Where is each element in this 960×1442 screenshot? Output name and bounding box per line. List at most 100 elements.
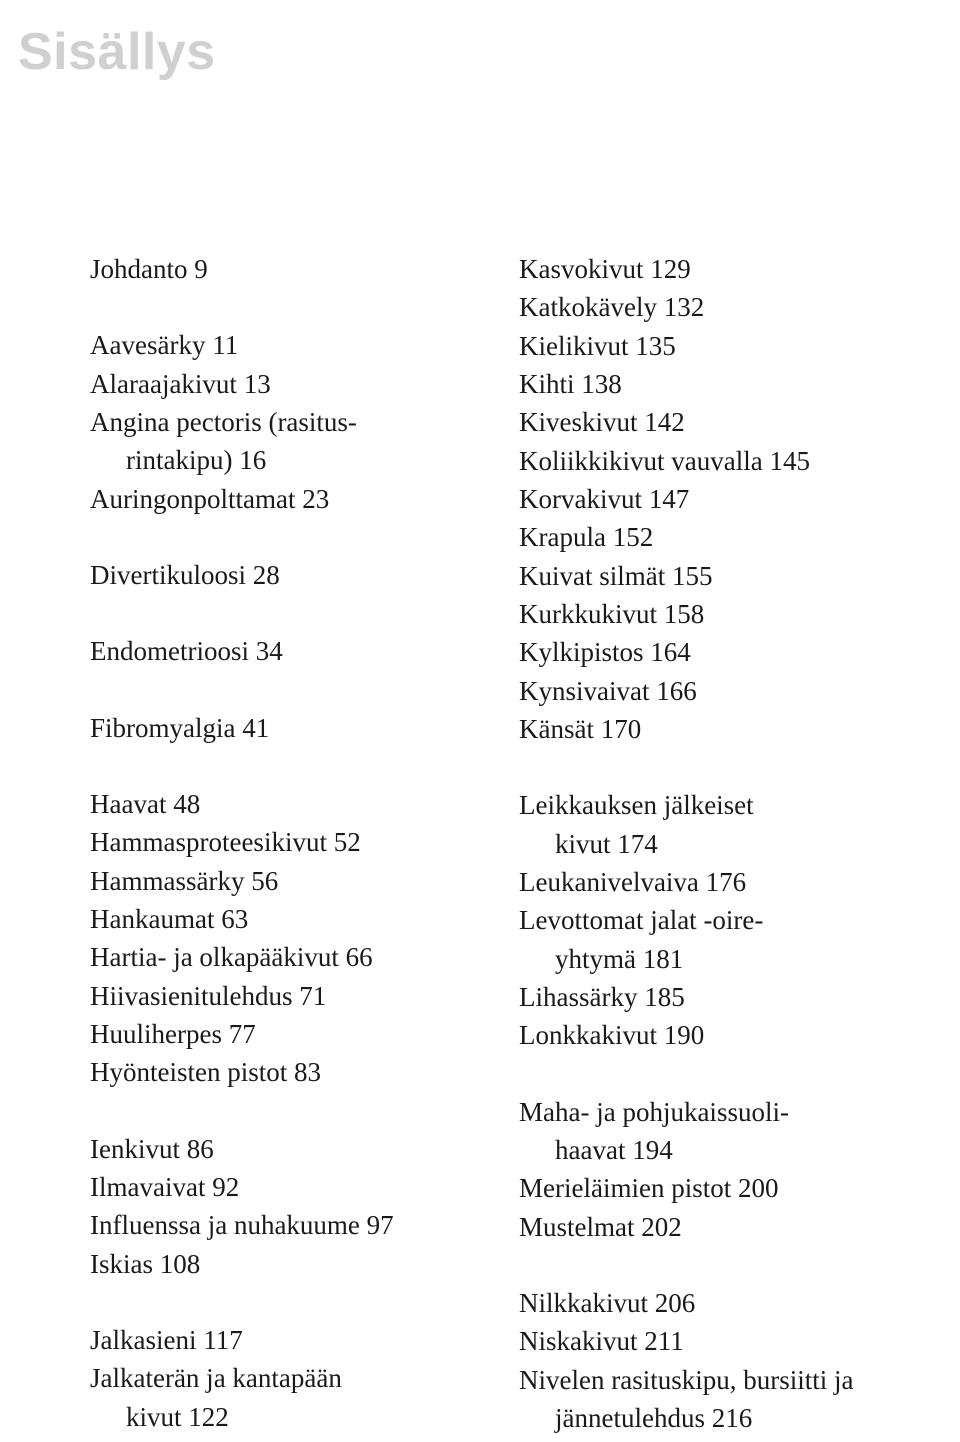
toc-entry-gap <box>642 484 649 514</box>
toc-entry-label: Leikkauksen jälkeiset <box>519 790 754 820</box>
toc-entry: Mustelmat 202 <box>519 1208 900 1246</box>
toc-entry-label: Angina pectoris (rasitus- <box>90 407 357 437</box>
toc-entry-page: 152 <box>613 522 654 552</box>
toc-entry-label: kivut <box>555 829 611 859</box>
toc-entry: Katkokävely 132 <box>519 288 900 326</box>
toc-entry-page: 142 <box>644 407 685 437</box>
toc-entry-gap <box>606 522 613 552</box>
toc-entry-page: 164 <box>650 637 691 667</box>
toc-entry-page: 166 <box>656 676 697 706</box>
toc-entry: Hyönteisten pistot 83 <box>90 1053 471 1091</box>
toc-entry: Hankaumat 63 <box>90 900 471 938</box>
toc-entry-page: 108 <box>160 1249 201 1279</box>
toc-entry-page: 97 <box>367 1210 394 1240</box>
toc-entry-gap <box>594 714 601 744</box>
toc-entry: Haavat 48 <box>90 785 471 823</box>
toc-entry-label: Auringonpolttamat <box>90 484 295 514</box>
toc-entry: Koliikkikivut vauvalla 145 <box>519 442 900 480</box>
toc-entry-label: Nivelen rasituskipu, bursiitti ja <box>519 1365 853 1395</box>
toc-entry-page: 48 <box>173 789 200 819</box>
toc-entry-gap <box>699 867 706 897</box>
toc-entry-page: 122 <box>188 1402 229 1432</box>
toc-entry-label: Hyönteisten pistot <box>90 1057 287 1087</box>
toc-entry-page: 16 <box>239 445 266 475</box>
toc-entry: Lihassärky 185 <box>519 978 900 1016</box>
toc-entry: Nivelen rasituskipu, bursiitti ja <box>519 1361 900 1399</box>
toc-entry: Kielikivut 135 <box>519 327 900 365</box>
toc-entry-gap <box>339 942 346 972</box>
toc-entry-label: Iskias <box>90 1249 153 1279</box>
toc-entry-gap <box>360 1210 367 1240</box>
toc-entry-label: Kylkipistos <box>519 637 644 667</box>
toc-entry: rintakipu) 16 <box>90 441 471 479</box>
toc-entry-page: 129 <box>650 254 691 284</box>
toc-entry: yhtymä 181 <box>519 940 900 978</box>
toc-entry-gap <box>636 944 643 974</box>
toc-entry-page: 86 <box>187 1134 214 1164</box>
toc-left-column: Johdanto 9Aavesärky 11Alaraajakivut 13An… <box>90 250 471 1437</box>
toc-entry: Maha- ja pohjukaissuoli- <box>519 1093 900 1131</box>
toc-entry-label: Huuliherpes <box>90 1019 222 1049</box>
toc-entry-gap <box>657 292 664 322</box>
toc-entry-label: Ilmavaivat <box>90 1172 205 1202</box>
toc-entry-label: Kurkkukivut <box>519 599 657 629</box>
toc-entry: Ilmavaivat 92 <box>90 1168 471 1206</box>
toc-entry: Huuliherpes 77 <box>90 1015 471 1053</box>
toc-entry: Aavesärky 11 <box>90 326 471 364</box>
toc-entry-page: 56 <box>251 866 278 896</box>
toc-entry: Iskias 108 <box>90 1245 471 1283</box>
toc-entry-label: Hankaumat <box>90 904 214 934</box>
toc-entry-page: 135 <box>635 331 676 361</box>
toc-entry: Hammassärky 56 <box>90 862 471 900</box>
toc-entry: Levottomat jalat -oire- <box>519 901 900 939</box>
toc-entry-gap <box>657 599 664 629</box>
toc-entry-gap <box>180 1134 187 1164</box>
toc-entry-page: 190 <box>664 1020 705 1050</box>
toc-entry-label: Lihassärky <box>519 982 637 1012</box>
toc-entry-page: 71 <box>299 981 326 1011</box>
toc-entry-gap <box>327 827 334 857</box>
toc-entry-page: 147 <box>649 484 690 514</box>
toc-entry-label: kivut <box>126 1402 182 1432</box>
toc-entry-page: 155 <box>672 561 713 591</box>
toc-entry-label: Endometrioosi <box>90 636 249 666</box>
toc-entry-page: 13 <box>244 369 271 399</box>
toc-entry-label: Niskakivut <box>519 1326 638 1356</box>
toc-entry: Ienkivut 86 <box>90 1130 471 1168</box>
toc-entry-label: Leukanivelvaiva <box>519 867 699 897</box>
toc-entry: Hammasproteesikivut 52 <box>90 823 471 861</box>
toc-entry: Kasvokivut 129 <box>519 250 900 288</box>
toc-entry-page: 52 <box>334 827 361 857</box>
toc-entry-gap <box>287 1057 294 1087</box>
toc-entry-label: Divertikuloosi <box>90 560 246 590</box>
toc-entry: Endometrioosi 34 <box>90 632 471 670</box>
toc-entry-page: 174 <box>617 829 658 859</box>
toc-entry-label: Ienkivut <box>90 1134 180 1164</box>
toc-entry-gap <box>222 1019 229 1049</box>
toc-entry-page: 158 <box>664 599 705 629</box>
toc-entry-label: Korvakivut <box>519 484 642 514</box>
toc-entry: Lonkkakivut 190 <box>519 1016 900 1054</box>
toc-entry-label: Hartia- ja olkapääkivut <box>90 942 339 972</box>
toc-entry: Kurkkukivut 158 <box>519 595 900 633</box>
toc-entry-page: 9 <box>194 254 208 284</box>
toc-entry-label: Kiveskivut <box>519 407 638 437</box>
toc-entry: jännetulehdus 216 <box>519 1399 900 1437</box>
toc-entry-page: 185 <box>644 982 685 1012</box>
toc-entry-label: Hammassärky <box>90 866 244 896</box>
toc-entry-page: 28 <box>253 560 280 590</box>
toc-right-column: Kasvokivut 129Katkokävely 132Kielikivut … <box>519 250 900 1437</box>
toc-entry-label: Nilkkakivut <box>519 1288 648 1318</box>
toc-entry-label: Kasvokivut <box>519 254 644 284</box>
page-title: Sisällys <box>18 22 216 82</box>
toc-entry-label: haavat <box>555 1135 625 1165</box>
toc-entry-gap <box>665 561 672 591</box>
toc-entry-gap <box>648 1288 655 1318</box>
toc-entry-label: Merieläimien pistot <box>519 1173 731 1203</box>
toc-entry-page: 132 <box>664 292 705 322</box>
toc-entry: Angina pectoris (rasitus- <box>90 403 471 441</box>
toc-entry-label: Kielikivut <box>519 331 629 361</box>
toc-entry-page: 83 <box>294 1057 321 1087</box>
toc-entry: Krapula 152 <box>519 518 900 556</box>
toc-entry-label: Fibromyalgia <box>90 713 235 743</box>
